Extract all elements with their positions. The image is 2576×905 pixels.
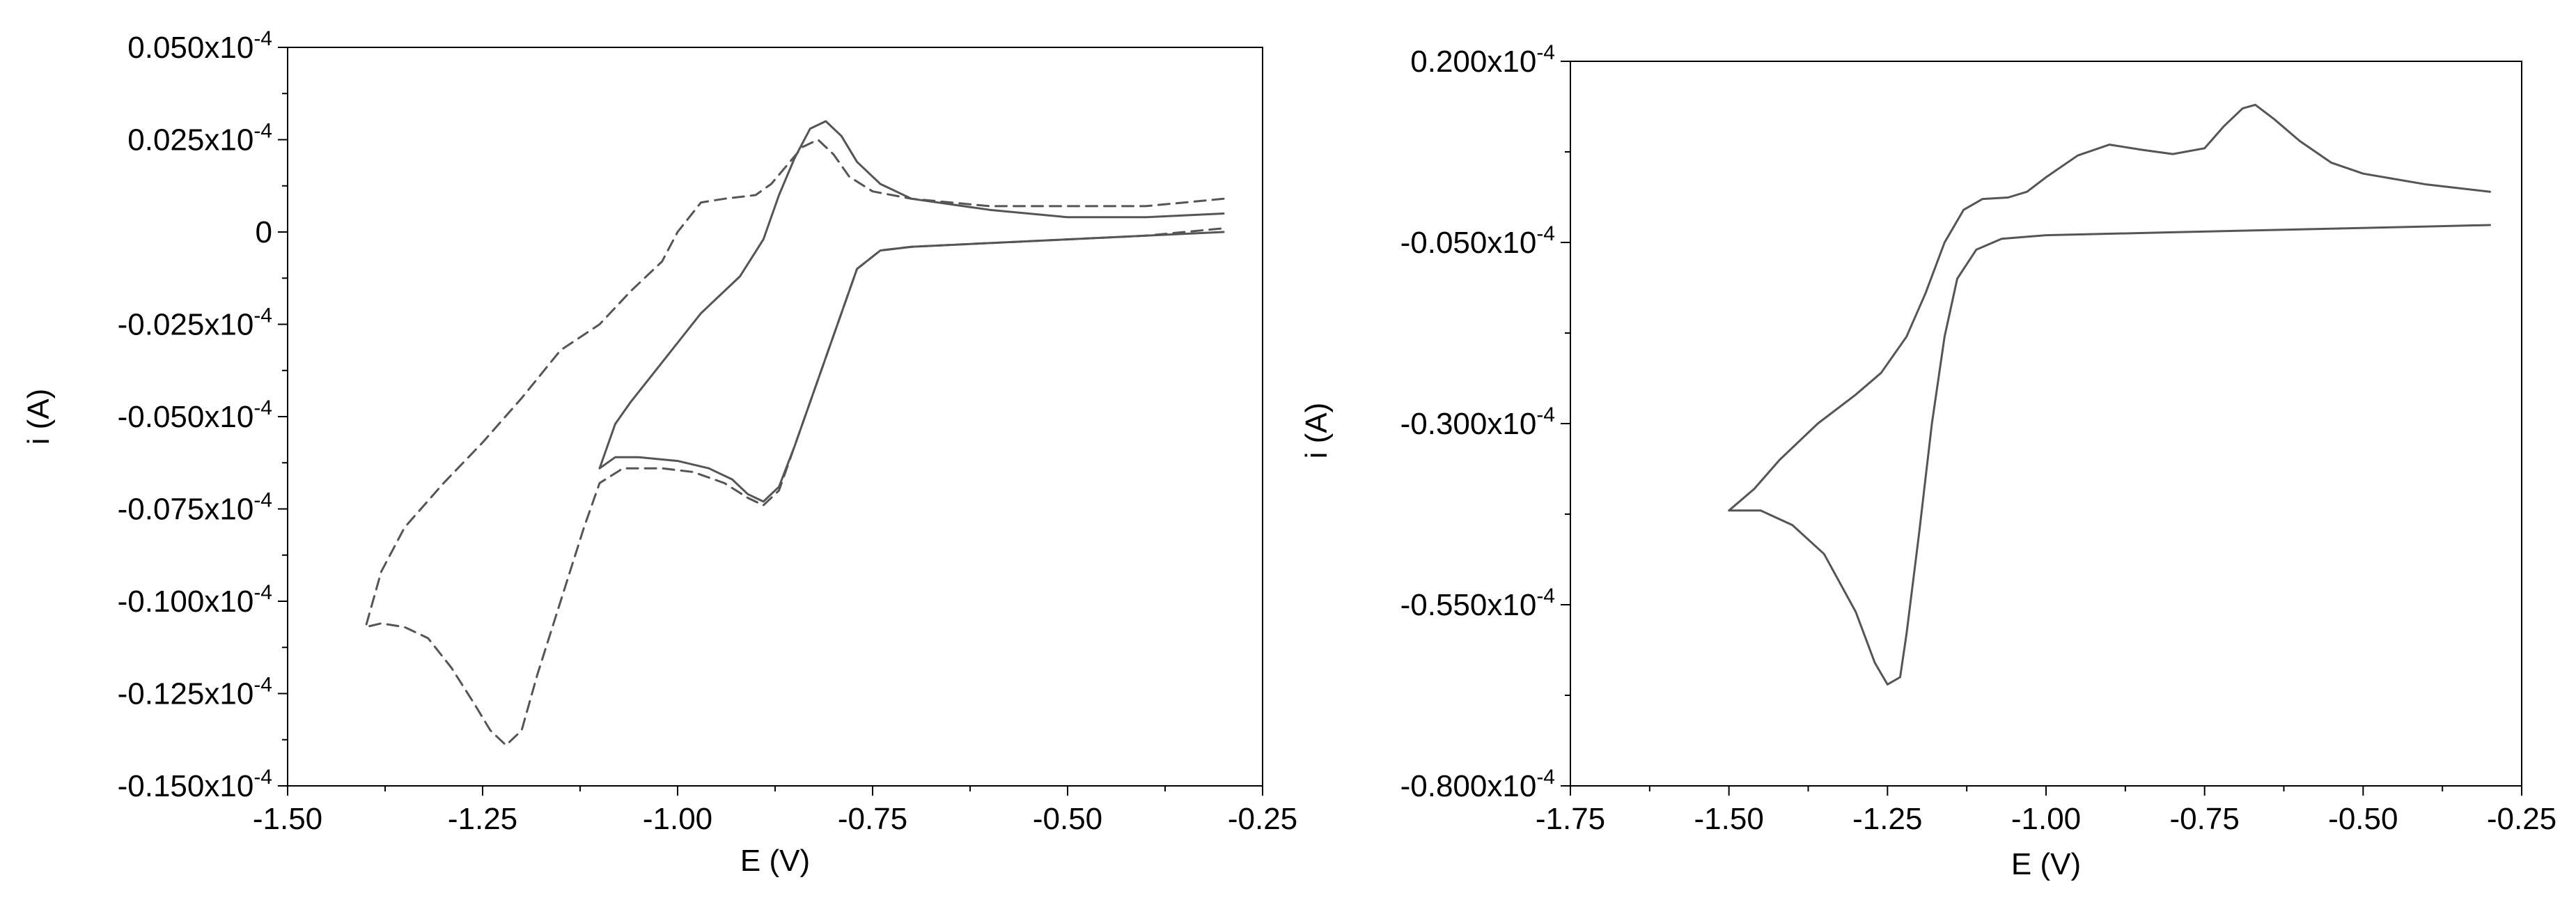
left-series: [364, 120, 1225, 747]
right-y-tick-label: -0.050x10-4: [1400, 222, 1555, 260]
right-plot-frame: [1570, 61, 2522, 787]
right-y-tick-label: -0.300x10-4: [1400, 403, 1555, 441]
left-x-tick-label: -0.75: [838, 802, 907, 836]
left-y-tick-label: -0.025x10-4: [118, 304, 272, 342]
right-series-solid-line: [1728, 103, 2491, 686]
left-y-tick-label: 0: [256, 215, 272, 249]
left-x-axis-title: E (V): [740, 844, 810, 878]
left-series-solid-line: [598, 120, 1225, 503]
right-x-tick-label: -1.00: [2011, 802, 2081, 836]
left-x-tick-label: -1.50: [253, 802, 322, 836]
left-y-tick-label: -0.050x10-4: [118, 396, 272, 434]
right-x-tick-label: -1.25: [1852, 802, 1922, 836]
right-series: [1728, 103, 2491, 686]
right-x-tick-label: -0.25: [2487, 802, 2557, 836]
right-x-tick-label: -0.50: [2328, 802, 2398, 836]
left-plot-frame: [287, 47, 1263, 787]
right-y-tick-label: -0.800x10-4: [1400, 766, 1555, 803]
right-x-ticks: -1.75 -1.50 -1.25 -1.00 -0.75 -0.50 -0.25: [1536, 786, 2557, 836]
left-x-tick-label: -1.25: [448, 802, 517, 836]
left-y-tick-label: -0.125x10-4: [118, 674, 272, 711]
right-chart: 0.200x10-4 -0.050x10-4 -0.300x10-4 -0.550x1…: [1299, 41, 2557, 881]
left-x-tick-label: -1.00: [643, 802, 712, 836]
right-y-tick-label: 0.200x10-4: [1410, 41, 1555, 79]
left-chart: 0.050x10-4 0.025x10-4 0 -0.025x10-4 -0.050x1…: [22, 27, 1297, 878]
left-y-axis-title: i (A): [22, 389, 56, 445]
left-x-ticks: -1.50 -1.25 -1.00 -0.75 -0.50 -0.25: [253, 786, 1297, 836]
left-y-tick-label: -0.075x10-4: [118, 489, 272, 527]
left-y-tick-label: 0.025x10-4: [127, 120, 272, 157]
right-x-tick-label: -1.50: [1694, 802, 1764, 836]
right-y-axis-title: i (A): [1299, 403, 1334, 459]
left-series-dashed-line: [364, 139, 1225, 747]
left-x-tick-label: -0.25: [1228, 802, 1297, 836]
right-x-tick-label: -0.75: [2170, 802, 2240, 836]
left-x-tick-label: -0.50: [1033, 802, 1102, 836]
right-x-tick-label: -1.75: [1536, 802, 1605, 836]
right-x-axis-title: E (V): [2011, 847, 2081, 881]
left-y-tick-label: -0.150x10-4: [118, 766, 272, 803]
right-y-ticks: 0.200x10-4 -0.050x10-4 -0.300x10-4 -0.550x1…: [1400, 41, 1570, 803]
right-y-tick-label: -0.550x10-4: [1400, 585, 1555, 622]
left-y-tick-label: -0.100x10-4: [118, 581, 272, 619]
left-y-tick-label: 0.050x10-4: [127, 27, 272, 65]
left-y-ticks: 0.050x10-4 0.025x10-4 0 -0.025x10-4 -0.050x1…: [118, 27, 288, 803]
